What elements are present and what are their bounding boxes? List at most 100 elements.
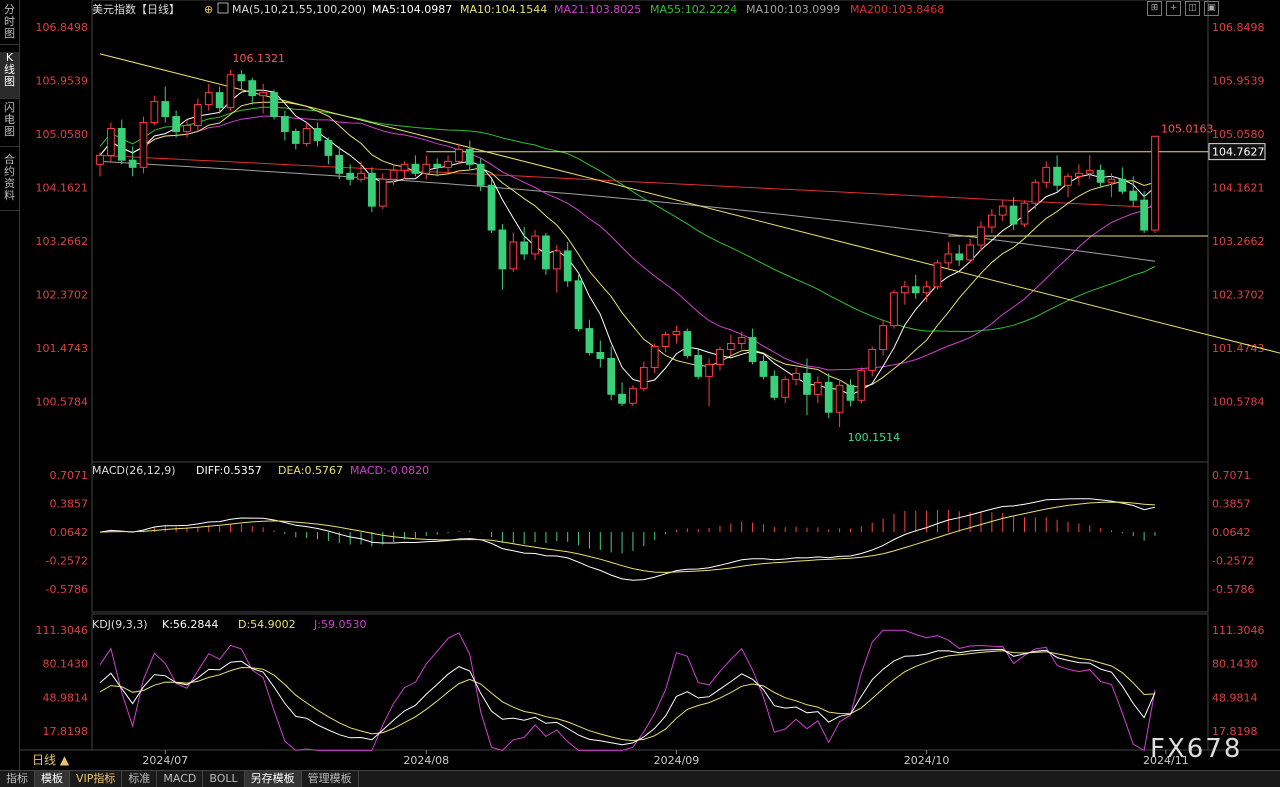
- bottom-tab-standard[interactable]: 标准: [122, 771, 158, 787]
- candle-body: [552, 250, 561, 270]
- kdj-tick-left: 48.9814: [43, 691, 89, 704]
- bottom-tab-boll[interactable]: BOLL: [203, 771, 245, 787]
- ma-value-label: MA10:104.1544: [460, 3, 547, 16]
- time-axis-label: 2024/09: [654, 754, 700, 767]
- ma200-line: [99, 154, 1156, 208]
- candle-body: [324, 139, 333, 156]
- ma-toggle-icon[interactable]: [217, 2, 229, 14]
- split-icon[interactable]: ◫: [1185, 1, 1200, 16]
- candle-body: [335, 154, 344, 174]
- high-annotation: 106.1321: [233, 52, 285, 65]
- candle-body: [476, 163, 485, 186]
- price-tick-left: 102.3702: [36, 289, 89, 302]
- time-axis-label: 2024/11: [1143, 754, 1189, 767]
- kdj-tick-right: 17.8198: [1212, 725, 1258, 738]
- candle-body: [455, 148, 463, 162]
- bottom-tab-vip[interactable]: VIP指标: [70, 771, 123, 787]
- candle-body: [400, 163, 409, 171]
- candle-body: [357, 172, 365, 180]
- bottom-tab-indicators[interactable]: 指标: [0, 771, 35, 787]
- candle-body: [204, 92, 213, 106]
- candle-body: [737, 337, 746, 345]
- macd-tick-left: 0.0642: [50, 526, 89, 539]
- price-tick-right: 100.5784: [1212, 396, 1265, 409]
- candle-body: [128, 159, 137, 168]
- kdj-tick-right: 48.9814: [1212, 691, 1258, 704]
- candle-body: [346, 172, 355, 180]
- price-tick-right: 105.0580: [1212, 128, 1265, 141]
- candle-body: [966, 244, 974, 261]
- candle-body: [237, 74, 246, 82]
- current-price-box: [1208, 143, 1266, 161]
- candle-body: [629, 387, 637, 404]
- bottom-tab-macd[interactable]: MACD: [157, 771, 204, 787]
- candle-body: [226, 74, 235, 109]
- price-tick-right: 106.8498: [1212, 21, 1265, 34]
- candle-body: [259, 92, 268, 97]
- main-panel-frame: [91, 0, 1209, 463]
- price-tick-left: 106.8498: [36, 21, 89, 34]
- price-tick-right: 105.9539: [1212, 74, 1265, 87]
- bottom-tab-template[interactable]: 模板: [35, 771, 70, 787]
- candle-body: [1031, 181, 1040, 204]
- candle-body: [955, 253, 964, 261]
- candle-body: [368, 172, 376, 207]
- kdj-panel-frame: [91, 613, 1209, 751]
- candle-body: [248, 80, 257, 97]
- price-tick-left: 103.2662: [36, 235, 89, 248]
- kdj-k-value: K:56.2844: [162, 618, 218, 631]
- time-axis-label: 2024/08: [403, 754, 449, 767]
- candle-body: [281, 116, 289, 132]
- candle-body: [574, 280, 583, 330]
- candle-body: [389, 169, 398, 180]
- macd-tick-left: -0.5786: [46, 583, 88, 596]
- macd-panel-frame: [91, 461, 1209, 613]
- low-annotation: 100.1514: [848, 431, 901, 444]
- time-axis-label: 2024/10: [904, 754, 950, 767]
- kdj-tick-left: 17.8198: [43, 725, 89, 738]
- price-tick-left: 101.4743: [36, 342, 89, 355]
- ma-value-label: MA5:104.0987: [372, 3, 452, 16]
- candle-body: [879, 325, 887, 350]
- macd-macd-value: MACD:-0.0820: [350, 464, 429, 477]
- ma100-line: [99, 160, 1156, 262]
- kdj-d-value: D:54.9002: [238, 618, 296, 631]
- kline-chart[interactable]: 106.8498 106.8498 105.9539 105.9539 105.0580…: [20, 0, 1280, 770]
- candle-body: [1064, 175, 1072, 186]
- price-tick-left: 105.0580: [36, 128, 89, 141]
- period-button[interactable]: 日线 ▲: [32, 753, 70, 767]
- macd-tick-left: 0.3857: [50, 498, 89, 511]
- macd-diff-line: [99, 498, 1156, 581]
- candle-body: [1129, 190, 1138, 201]
- price-tick-left: 104.1621: [36, 182, 89, 195]
- ma-settings-label: MA(5,10,21,55,100,200): [232, 3, 366, 16]
- candle-body: [987, 214, 996, 228]
- tab-contract-info[interactable]: 合约资料: [0, 154, 19, 211]
- candle-body: [661, 334, 670, 348]
- panel-icon[interactable]: ▣: [1204, 1, 1219, 16]
- candle-body: [433, 163, 442, 168]
- candle-body: [857, 369, 866, 401]
- price-tick-right: 102.3702: [1212, 289, 1265, 302]
- candle-body: [716, 349, 724, 365]
- candle-body: [509, 241, 518, 270]
- bottom-tab-manage-template[interactable]: 管理模板: [302, 771, 359, 787]
- candle-body: [139, 122, 148, 168]
- candle-body: [792, 372, 800, 380]
- candle-body: [1020, 202, 1029, 225]
- macd-tick-right: 0.3857: [1212, 498, 1251, 511]
- candle-body: [378, 178, 387, 207]
- tab-intraday[interactable]: 分时图: [0, 4, 19, 45]
- plus-icon[interactable]: +: [1166, 1, 1181, 16]
- ma10-line: [99, 101, 1156, 388]
- tab-flash[interactable]: 闪电图: [0, 102, 19, 147]
- macd-diff-value: DIFF:0.5357: [196, 464, 262, 477]
- candle-body: [1085, 169, 1094, 174]
- bottom-tab-save-template[interactable]: 另存模板: [244, 771, 302, 787]
- grid-icon[interactable]: ⊞: [1147, 1, 1162, 16]
- candle-body: [1118, 178, 1127, 192]
- candle-body: [542, 235, 550, 270]
- candle-body: [1107, 178, 1116, 183]
